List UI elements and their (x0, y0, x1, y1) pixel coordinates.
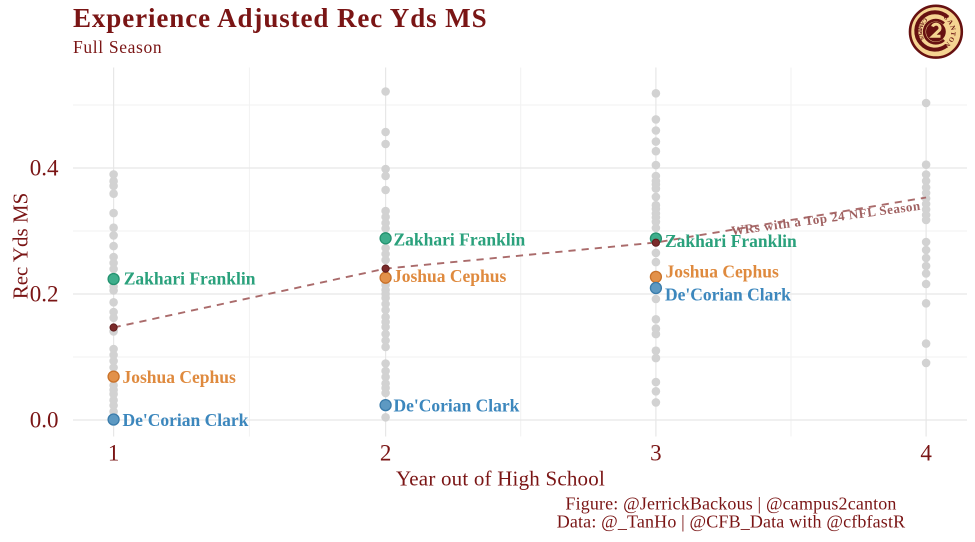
svg-text:De'Corian Clark: De'Corian Clark (123, 410, 249, 430)
svg-text:Experience Adjusted Rec Yds MS: Experience Adjusted Rec Yds MS (73, 3, 487, 33)
svg-text:2: 2 (380, 441, 392, 466)
svg-text:4: 4 (920, 441, 932, 466)
svg-text:CAMPUS: CAMPUS (916, 16, 928, 42)
svg-text:3: 3 (650, 441, 662, 466)
svg-text:De'Corian Clark: De'Corian Clark (665, 284, 791, 304)
svg-text:1: 1 (108, 441, 120, 466)
svg-text:Joshua Cephus: Joshua Cephus (393, 266, 507, 286)
svg-text:Rec Yds MS: Rec Yds MS (9, 193, 33, 300)
svg-text:Joshua Cephus: Joshua Cephus (123, 367, 237, 387)
svg-text:Zakhari Franklin: Zakhari Franklin (124, 269, 256, 289)
svg-text:De'Corian Clark: De'Corian Clark (394, 395, 520, 415)
svg-text:0.2: 0.2 (30, 282, 59, 307)
svg-text:Zakhari Franklin: Zakhari Franklin (665, 231, 797, 251)
svg-text:Data: @_TanHo | @CFB_Data with: Data: @_TanHo | @CFB_Data with @cfbfastR (557, 512, 906, 532)
svg-text:Zakhari Franklin: Zakhari Franklin (394, 229, 526, 249)
svg-text:Full Season: Full Season (73, 37, 162, 57)
svg-text:Figure: @JerrickBackous | @cam: Figure: @JerrickBackous | @campus2canton (565, 494, 896, 514)
svg-text:Joshua Cephus: Joshua Cephus (666, 262, 780, 282)
svg-text:0.0: 0.0 (30, 408, 59, 433)
svg-text:Year out of High School: Year out of High School (396, 467, 605, 491)
svg-text:0.4: 0.4 (30, 156, 59, 181)
